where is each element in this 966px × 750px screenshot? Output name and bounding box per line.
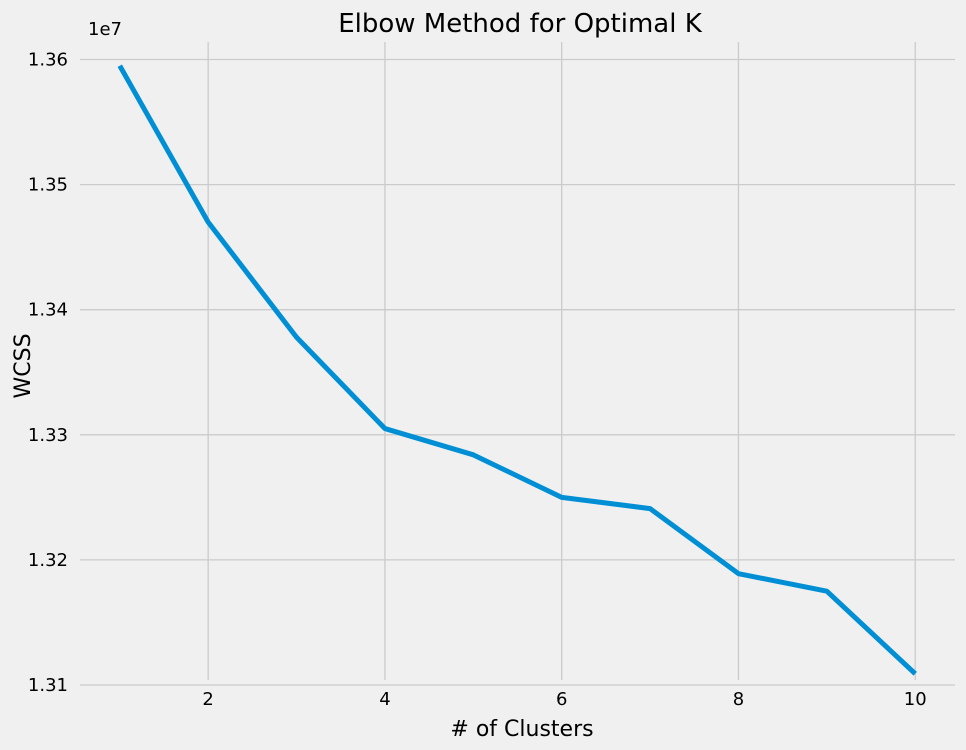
y-axis-offset-label: 1e7 (88, 19, 122, 40)
x-axis-label: # of Clusters (450, 717, 593, 742)
data-layer (117, 64, 917, 676)
y-axis-label: WCSS (11, 333, 36, 398)
grid (80, 42, 955, 686)
chart-title: Elbow Method for Optimal K (338, 9, 703, 39)
x-tick-label: 2 (202, 689, 213, 710)
x-tick-label: 4 (379, 689, 390, 710)
series-line (117, 64, 917, 676)
y-tick-label: 1.31 (28, 675, 68, 696)
y-tick-label: 1.35 (28, 175, 68, 196)
tick-labels: 2 4 6 8 10 1.31 1.32 1.33 1.34 1.35 1.36 (28, 50, 927, 710)
y-tick-label: 1.36 (28, 50, 68, 71)
y-tick-label: 1.33 (28, 425, 68, 446)
x-tick-label: 8 (733, 689, 744, 710)
y-tick-label: 1.32 (28, 550, 68, 571)
y-tick-label: 1.34 (28, 300, 68, 321)
x-tick-label: 6 (556, 689, 567, 710)
x-tick-label: 10 (904, 689, 927, 710)
